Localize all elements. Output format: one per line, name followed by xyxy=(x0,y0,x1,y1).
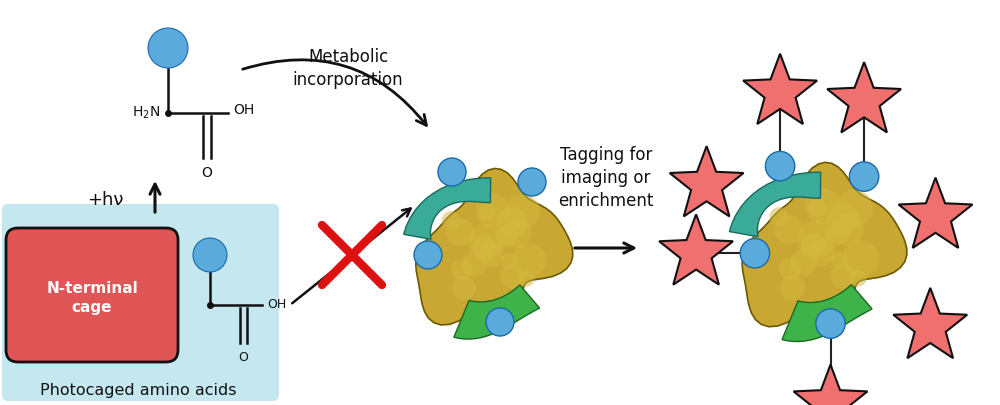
Text: O: O xyxy=(238,351,248,364)
Circle shape xyxy=(808,239,835,266)
Circle shape xyxy=(827,202,859,235)
Circle shape xyxy=(468,224,504,260)
Circle shape xyxy=(774,215,804,244)
Circle shape xyxy=(414,241,442,269)
Polygon shape xyxy=(899,178,972,248)
Circle shape xyxy=(518,168,546,196)
Circle shape xyxy=(843,240,879,277)
Polygon shape xyxy=(404,178,491,239)
Circle shape xyxy=(476,193,510,228)
Circle shape xyxy=(451,275,476,300)
Circle shape xyxy=(831,251,849,269)
Circle shape xyxy=(505,194,540,230)
Circle shape xyxy=(451,259,472,280)
Polygon shape xyxy=(659,214,733,285)
Circle shape xyxy=(790,249,817,276)
Circle shape xyxy=(479,241,505,267)
Polygon shape xyxy=(794,364,867,405)
Text: Metabolic
incorporation: Metabolic incorporation xyxy=(293,48,403,89)
Polygon shape xyxy=(454,285,540,339)
Circle shape xyxy=(797,221,835,258)
Circle shape xyxy=(765,151,795,181)
Circle shape xyxy=(808,199,826,217)
Polygon shape xyxy=(416,168,573,325)
Circle shape xyxy=(500,264,524,289)
FancyBboxPatch shape xyxy=(6,228,178,362)
Polygon shape xyxy=(893,288,967,358)
Polygon shape xyxy=(729,172,821,237)
Circle shape xyxy=(769,207,789,226)
Circle shape xyxy=(740,239,770,268)
Circle shape xyxy=(836,190,873,226)
Text: O: O xyxy=(202,166,212,180)
Circle shape xyxy=(496,207,528,238)
Circle shape xyxy=(801,232,826,257)
Circle shape xyxy=(850,270,866,287)
Circle shape xyxy=(831,214,863,246)
Circle shape xyxy=(830,263,856,288)
Text: OH: OH xyxy=(267,298,286,311)
FancyBboxPatch shape xyxy=(2,204,279,401)
Text: Photocaged amino acids: Photocaged amino acids xyxy=(40,383,236,398)
Polygon shape xyxy=(827,62,901,132)
Circle shape xyxy=(486,308,514,336)
Circle shape xyxy=(825,221,849,245)
Circle shape xyxy=(495,225,518,247)
Polygon shape xyxy=(742,162,907,327)
Circle shape xyxy=(148,28,188,68)
Text: H$_2$N: H$_2$N xyxy=(132,105,160,121)
Circle shape xyxy=(438,158,466,186)
Circle shape xyxy=(779,258,802,280)
Circle shape xyxy=(518,271,534,287)
Text: N-terminal
cage: N-terminal cage xyxy=(46,281,138,315)
Circle shape xyxy=(462,251,487,277)
Circle shape xyxy=(500,217,531,248)
Circle shape xyxy=(193,238,227,272)
Circle shape xyxy=(501,253,517,269)
Circle shape xyxy=(478,203,496,221)
Polygon shape xyxy=(743,54,817,124)
Polygon shape xyxy=(782,285,872,341)
Polygon shape xyxy=(670,146,744,216)
Text: Tagging for
imaging or
enrichment: Tagging for imaging or enrichment xyxy=(558,146,654,210)
Circle shape xyxy=(816,309,845,338)
Circle shape xyxy=(442,211,460,229)
Circle shape xyxy=(512,243,547,278)
Text: +hν: +hν xyxy=(87,191,123,209)
FancyArrowPatch shape xyxy=(243,60,426,126)
Circle shape xyxy=(472,235,496,259)
Text: OH: OH xyxy=(233,103,254,117)
Circle shape xyxy=(780,275,805,301)
Circle shape xyxy=(446,218,474,246)
Circle shape xyxy=(805,188,841,224)
Circle shape xyxy=(849,162,879,191)
